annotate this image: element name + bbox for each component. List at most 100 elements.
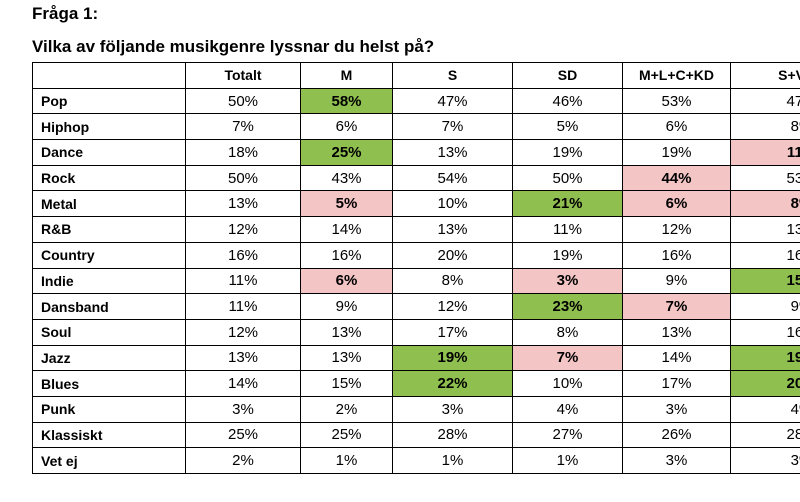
row-label: Hiphop xyxy=(32,113,186,141)
value-cell: 6% xyxy=(300,267,393,295)
value-cell: 17% xyxy=(622,370,731,397)
value-cell: 12% xyxy=(185,318,301,346)
value-cell: 3% xyxy=(622,395,731,423)
value-cell: 22% xyxy=(392,370,513,397)
value-cell: 14% xyxy=(622,344,731,372)
column-header: S+V+M xyxy=(730,62,800,89)
row-label: Metal xyxy=(32,190,186,218)
value-cell: 14% xyxy=(300,216,393,243)
value-cell: 8% xyxy=(392,267,513,295)
value-cell: 43% xyxy=(300,164,393,192)
value-cell: 1% xyxy=(300,447,393,474)
value-cell: 23% xyxy=(512,293,623,320)
value-cell: 13% xyxy=(300,318,393,346)
value-cell: 6% xyxy=(300,113,393,141)
value-cell: 47% xyxy=(730,87,800,115)
value-cell: 8% xyxy=(730,190,800,218)
value-cell: 28% xyxy=(730,421,800,449)
value-cell: 3% xyxy=(185,395,301,423)
value-cell: 13% xyxy=(185,190,301,218)
value-cell: 20% xyxy=(730,370,800,397)
row-label: Country xyxy=(32,241,186,269)
value-cell: 25% xyxy=(300,139,393,166)
table-row: Vet ej2%1%1%1%3%3% xyxy=(32,447,800,474)
value-cell: 3% xyxy=(730,447,800,474)
row-label: Blues xyxy=(32,370,186,397)
value-cell: 9% xyxy=(730,293,800,320)
value-cell: 16% xyxy=(300,241,393,269)
value-cell: 13% xyxy=(392,216,513,243)
value-cell: 19% xyxy=(512,241,623,269)
value-cell: 13% xyxy=(185,344,301,372)
value-cell: 26% xyxy=(622,421,731,449)
value-cell: 12% xyxy=(185,216,301,243)
column-header: M+L+C+KD xyxy=(622,62,731,89)
column-header: S xyxy=(392,62,513,89)
value-cell: 28% xyxy=(392,421,513,449)
value-cell: 8% xyxy=(730,113,800,141)
row-label: R&B xyxy=(32,216,186,243)
value-cell: 11% xyxy=(512,216,623,243)
value-cell: 10% xyxy=(392,190,513,218)
table-body: Pop50%58%47%46%53%47%Hiphop7%6%7%5%6%8%D… xyxy=(32,87,800,474)
value-cell: 50% xyxy=(512,164,623,192)
value-cell: 19% xyxy=(730,344,800,372)
value-cell: 19% xyxy=(392,344,513,372)
value-cell: 8% xyxy=(512,318,623,346)
value-cell: 5% xyxy=(512,113,623,141)
value-cell: 19% xyxy=(512,139,623,166)
value-cell: 1% xyxy=(392,447,513,474)
value-cell: 4% xyxy=(512,395,623,423)
value-cell: 15% xyxy=(730,267,800,295)
row-label: Klassiskt xyxy=(32,421,186,449)
value-cell: 47% xyxy=(392,87,513,115)
value-cell: 17% xyxy=(392,318,513,346)
value-cell: 2% xyxy=(300,395,393,423)
value-cell: 15% xyxy=(300,370,393,397)
value-cell: 16% xyxy=(730,318,800,346)
value-cell: 13% xyxy=(392,139,513,166)
value-cell: 50% xyxy=(185,87,301,115)
value-cell: 11% xyxy=(185,267,301,295)
title: Fråga 1: xyxy=(32,4,99,23)
row-label: Dance xyxy=(32,139,186,166)
value-cell: 53% xyxy=(730,164,800,192)
column-header: M xyxy=(300,62,393,89)
value-cell: 5% xyxy=(300,190,393,218)
row-label: Jazz xyxy=(32,344,186,372)
value-cell: 13% xyxy=(730,216,800,243)
value-cell: 13% xyxy=(622,318,731,346)
value-cell: 3% xyxy=(622,447,731,474)
value-cell: 58% xyxy=(300,87,393,115)
value-cell: 7% xyxy=(622,293,731,320)
value-cell: 14% xyxy=(185,370,301,397)
value-cell: 16% xyxy=(185,241,301,269)
row-label: Dansband xyxy=(32,293,186,320)
value-cell: 16% xyxy=(622,241,731,269)
value-cell: 11% xyxy=(185,293,301,320)
value-cell: 46% xyxy=(512,87,623,115)
value-cell: 21% xyxy=(512,190,623,218)
value-cell: 13% xyxy=(300,344,393,372)
value-cell: 25% xyxy=(185,421,301,449)
row-label: Indie xyxy=(32,267,186,295)
value-cell: 4% xyxy=(730,395,800,423)
value-cell: 7% xyxy=(392,113,513,141)
value-cell: 20% xyxy=(392,241,513,269)
value-cell: 19% xyxy=(622,139,731,166)
value-cell: 3% xyxy=(512,267,623,295)
row-label: Soul xyxy=(32,318,186,346)
value-cell: 53% xyxy=(622,87,731,115)
column-header: Totalt xyxy=(185,62,301,89)
